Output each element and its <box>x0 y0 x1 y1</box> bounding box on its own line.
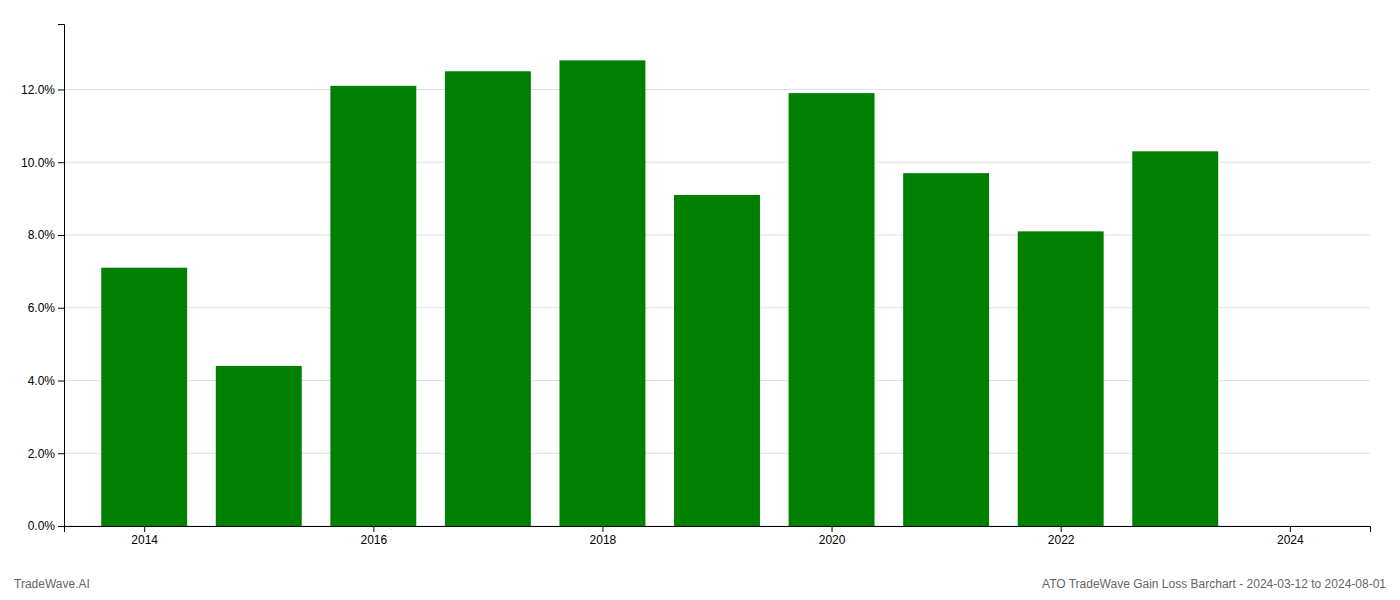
y-tick-mark <box>58 453 64 454</box>
bar <box>216 366 302 526</box>
y-tick-label: 12.0% <box>21 83 55 97</box>
bars <box>101 60 1218 526</box>
x-tick-mark <box>144 526 145 532</box>
x-tick: 2014 <box>131 526 158 547</box>
x-tick: 2022 <box>1048 526 1075 547</box>
x-tick-mark <box>1061 526 1062 532</box>
x-tick-mark <box>373 526 374 532</box>
x-tick-label: 2020 <box>819 533 846 547</box>
x-tick-mark <box>602 526 603 532</box>
y-tick-mark <box>58 380 64 381</box>
y-axis: 0.0% 2.0% 4.0% 6.0% 8.0% 10.0% 12.0% <box>21 25 65 534</box>
y-tick-label: 8.0% <box>28 228 56 242</box>
bar <box>445 71 531 526</box>
x-tick-label: 2024 <box>1277 533 1304 547</box>
y-tick: 10.0% <box>21 156 64 170</box>
chart: 0.0%2.0%4.0%6.0%8.0%10.0%12.0%2014201620… <box>0 0 1400 600</box>
x-tick: 2016 <box>360 526 387 547</box>
y-tick-label: 0.0% <box>28 519 56 533</box>
grid <box>64 89 1370 526</box>
y-tick-mark <box>58 526 64 527</box>
x-tick-label: 2014 <box>131 533 158 547</box>
y-tick-label: 2.0% <box>28 447 56 461</box>
grid-line <box>64 89 1370 90</box>
bar <box>101 268 187 526</box>
x-tick-mark <box>832 526 833 532</box>
y-tick: 2.0% <box>28 447 64 461</box>
x-tick-mark <box>1290 526 1291 532</box>
bar <box>789 93 875 526</box>
bar <box>674 195 760 526</box>
bar <box>559 60 645 526</box>
bar <box>1018 231 1104 526</box>
bar <box>330 86 416 526</box>
y-tick: 4.0% <box>28 374 64 388</box>
y-tick-label: 6.0% <box>28 301 56 315</box>
y-tick-label: 10.0% <box>21 156 55 170</box>
y-tick-label: 4.0% <box>28 374 56 388</box>
footer-annotation: TradeWave.AI <box>14 577 90 591</box>
y-tick: 12.0% <box>21 83 64 97</box>
y-tick-mark <box>58 162 64 163</box>
x-tick-label: 2022 <box>1048 533 1075 547</box>
plot: 0.0%2.0%4.0%6.0%8.0%10.0%12.0%2014201620… <box>21 25 1371 547</box>
x-tick-label: 2018 <box>590 533 617 547</box>
x-axis-line <box>65 527 1371 533</box>
y-axis-line <box>58 25 65 527</box>
bar <box>903 173 989 526</box>
y-tick-mark <box>58 89 64 90</box>
x-tick: 2018 <box>590 526 617 547</box>
x-tick-label: 2016 <box>360 533 387 547</box>
bar <box>1132 151 1218 526</box>
y-tick: 8.0% <box>28 228 64 242</box>
y-tick-mark <box>58 235 64 236</box>
footer-annotation: ATO TradeWave Gain Loss Barchart - 2024-… <box>1042 577 1386 591</box>
y-tick-mark <box>58 308 64 309</box>
y-tick: 0.0% <box>28 519 64 533</box>
x-tick: 2020 <box>819 526 846 547</box>
y-tick: 6.0% <box>28 301 64 315</box>
x-tick: 2024 <box>1277 526 1304 547</box>
x-axis: 2014 2016 2018 2020 2022 2024 <box>65 526 1371 547</box>
